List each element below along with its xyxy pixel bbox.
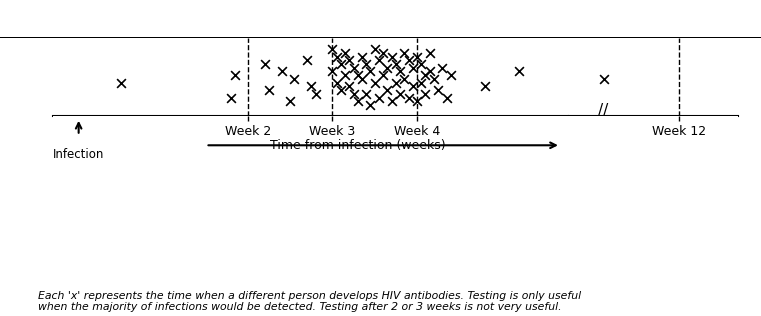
Point [381, 65, 393, 70]
Point [335, 88, 347, 93]
Point [288, 76, 301, 82]
Point [365, 102, 377, 107]
Point [394, 91, 406, 96]
Point [436, 65, 448, 70]
Point [263, 88, 275, 93]
Point [224, 95, 237, 100]
Point [360, 61, 372, 67]
Point [398, 50, 410, 55]
Point [335, 61, 347, 67]
Point [373, 95, 385, 100]
Point [390, 61, 402, 67]
Point [386, 99, 398, 104]
Text: Week 3: Week 3 [309, 125, 355, 138]
Point [444, 73, 457, 78]
Point [479, 84, 491, 89]
Point [403, 58, 415, 63]
Point [398, 76, 410, 82]
Point [381, 88, 393, 93]
Point [259, 61, 271, 67]
Point [310, 91, 322, 96]
Point [229, 73, 241, 78]
Text: Week 12: Week 12 [651, 125, 705, 138]
Point [339, 50, 352, 55]
Point [403, 95, 415, 100]
Point [419, 73, 431, 78]
Point [360, 91, 372, 96]
Point [330, 54, 342, 59]
Text: Time from infection (weeks): Time from infection (weeks) [270, 139, 446, 152]
Point [377, 73, 390, 78]
Point [419, 91, 431, 96]
Point [411, 54, 423, 59]
Point [339, 73, 352, 78]
Point [428, 76, 440, 82]
Point [348, 65, 360, 70]
Point [441, 95, 453, 100]
Point [368, 80, 380, 85]
Point [365, 69, 377, 74]
Point [343, 58, 355, 63]
Point [406, 84, 419, 89]
Point [598, 76, 610, 82]
Point [411, 99, 423, 104]
Point [394, 69, 406, 74]
Point [352, 99, 364, 104]
Point [348, 91, 360, 96]
Point [386, 54, 398, 59]
Point [416, 80, 428, 85]
Point [498, 54, 511, 59]
Point [390, 80, 402, 85]
Text: Week 4: Week 4 [394, 125, 440, 138]
Point [424, 69, 436, 74]
Point [424, 50, 436, 55]
Point [406, 65, 419, 70]
Point [416, 61, 428, 67]
Point [377, 50, 390, 55]
Text: Each 'x' represents the time when a different person develops HIV antibodies. Te: Each 'x' represents the time when a diff… [38, 291, 581, 312]
Point [326, 69, 339, 74]
Text: Infection: Infection [53, 148, 104, 161]
Point [305, 84, 317, 89]
Point [343, 84, 355, 89]
Point [301, 58, 313, 63]
Point [275, 69, 288, 74]
Text: //: // [598, 103, 609, 118]
Point [373, 58, 385, 63]
Point [356, 54, 368, 59]
Point [284, 99, 296, 104]
Point [368, 46, 380, 52]
Point [432, 88, 444, 93]
Text: Week 2: Week 2 [224, 125, 271, 138]
Point [512, 69, 524, 74]
Point [115, 80, 127, 85]
Point [326, 46, 339, 52]
Point [356, 76, 368, 82]
Point [352, 73, 364, 78]
Point [330, 80, 342, 85]
